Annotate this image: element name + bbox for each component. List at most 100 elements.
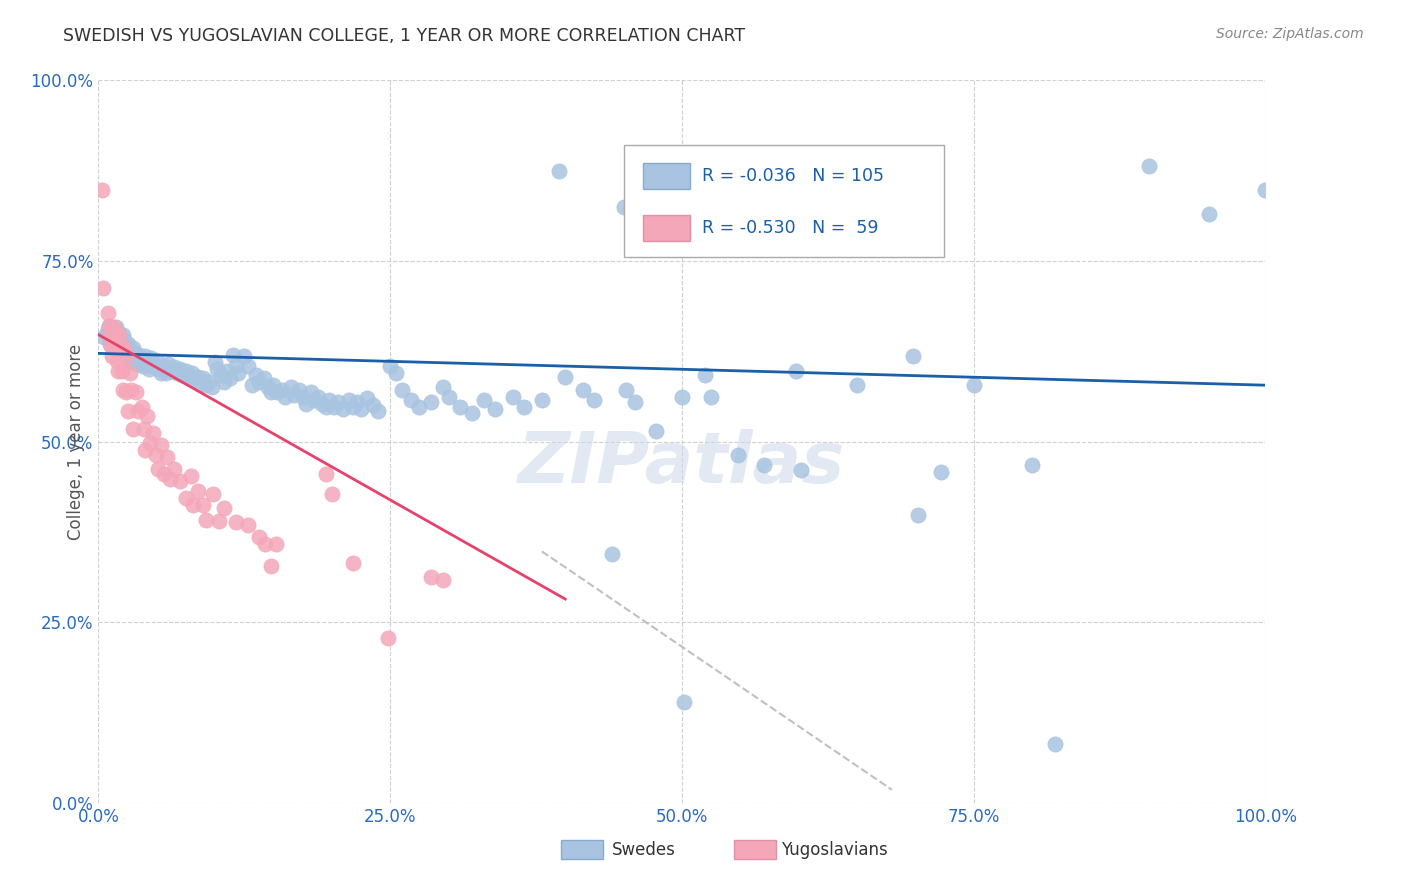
Point: [134, 443, 156, 458]
Point: [315, 400, 337, 414]
Bar: [734, 840, 776, 859]
Text: R = -0.530   N =  59: R = -0.530 N = 59: [702, 219, 879, 237]
Point: [432, 380, 454, 394]
Point: [97, 322, 120, 336]
Point: [112, 341, 135, 355]
Point: [110, 341, 132, 355]
Point: [136, 409, 159, 424]
Point: [122, 341, 145, 355]
Point: [249, 376, 271, 390]
Point: [291, 390, 314, 404]
Point: [380, 359, 402, 373]
Point: [194, 512, 217, 526]
Point: [111, 364, 134, 378]
Point: [613, 200, 636, 214]
Point: [96, 326, 118, 340]
Point: [228, 366, 250, 380]
Point: [104, 342, 127, 356]
Point: [600, 547, 623, 561]
Point: [187, 483, 209, 498]
Point: [790, 463, 813, 477]
Point: [104, 320, 127, 334]
Point: [929, 465, 952, 479]
Point: [1045, 737, 1067, 751]
Point: [233, 349, 256, 363]
Point: [1254, 183, 1277, 197]
Point: [132, 421, 155, 435]
Point: [907, 508, 929, 523]
Point: [337, 392, 360, 407]
Point: [962, 378, 984, 392]
Point: [295, 397, 318, 411]
Point: [1021, 458, 1043, 472]
Bar: [644, 163, 690, 189]
Point: [1198, 207, 1220, 221]
Point: [150, 438, 173, 452]
Point: [752, 458, 775, 472]
Point: [270, 383, 292, 397]
Point: [187, 369, 209, 384]
Point: [346, 394, 368, 409]
Text: Source: ZipAtlas.com: Source: ZipAtlas.com: [1216, 27, 1364, 41]
Point: [194, 378, 217, 392]
Point: [204, 355, 226, 369]
Point: [274, 390, 297, 404]
Point: [219, 371, 242, 385]
Point: [385, 366, 408, 380]
Point: [122, 421, 145, 435]
Point: [142, 425, 165, 440]
FancyBboxPatch shape: [624, 145, 945, 257]
Point: [671, 390, 693, 404]
Point: [180, 469, 202, 483]
Point: [264, 537, 287, 551]
Point: [111, 327, 134, 342]
Point: [408, 400, 430, 414]
Point: [318, 392, 340, 407]
Point: [304, 392, 326, 407]
Point: [571, 383, 593, 397]
Point: [236, 359, 259, 373]
Point: [214, 376, 236, 390]
Point: [461, 406, 484, 420]
Point: [145, 448, 167, 462]
Point: [146, 462, 169, 476]
Point: [201, 486, 224, 500]
Point: [155, 366, 177, 380]
Point: [299, 385, 322, 400]
Point: [420, 570, 443, 584]
Point: [356, 391, 378, 405]
Point: [98, 337, 121, 351]
Point: [107, 364, 129, 378]
Point: [128, 348, 150, 362]
Point: [174, 491, 197, 505]
Point: [97, 318, 120, 333]
Point: [207, 514, 229, 528]
Point: [695, 368, 717, 382]
Point: [120, 355, 142, 369]
Point: [107, 337, 129, 351]
Point: [583, 392, 606, 407]
Text: Yugoslavians: Yugoslavians: [782, 841, 887, 859]
Point: [132, 359, 155, 373]
Point: [311, 397, 333, 411]
Point: [117, 337, 139, 351]
Point: [139, 351, 162, 366]
Point: [134, 349, 156, 363]
Point: [236, 517, 259, 532]
Point: [225, 516, 247, 530]
Point: [111, 344, 134, 359]
Point: [152, 467, 174, 481]
Point: [253, 371, 276, 385]
Point: [254, 537, 277, 551]
Point: [139, 436, 162, 450]
Y-axis label: College, 1 year or more: College, 1 year or more: [66, 343, 84, 540]
Point: [449, 400, 471, 414]
Point: [98, 330, 121, 344]
Text: SWEDISH VS YUGOSLAVIAN COLLEGE, 1 YEAR OR MORE CORRELATION CHART: SWEDISH VS YUGOSLAVIAN COLLEGE, 1 YEAR O…: [63, 27, 745, 45]
Point: [100, 326, 122, 340]
Point: [266, 385, 288, 400]
Point: [117, 404, 139, 418]
Bar: [561, 840, 603, 859]
Point: [174, 364, 197, 378]
Point: [183, 373, 205, 387]
